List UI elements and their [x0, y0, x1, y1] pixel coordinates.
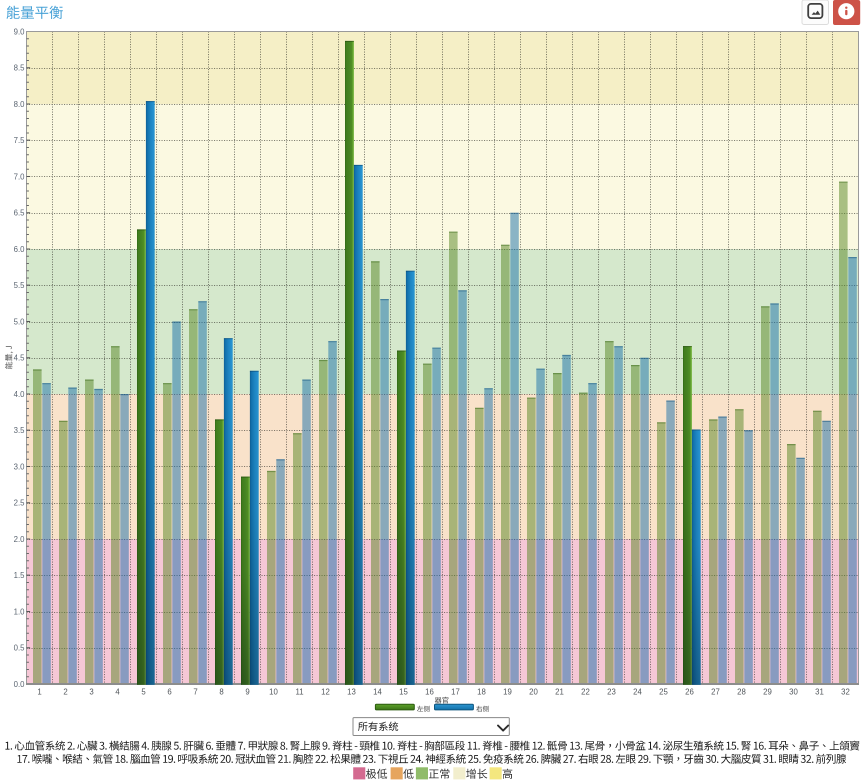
svg-text:5.5: 5.5	[14, 281, 26, 290]
svg-text:3.0: 3.0	[14, 462, 26, 471]
svg-text:14: 14	[373, 688, 382, 697]
svg-text:24: 24	[633, 688, 642, 697]
svg-text:6: 6	[167, 688, 171, 697]
svg-text:21: 21	[555, 688, 564, 697]
svg-text:18: 18	[477, 688, 486, 697]
svg-text:29: 29	[763, 688, 772, 697]
svg-text:31: 31	[815, 688, 824, 697]
svg-text:10: 10	[269, 688, 278, 697]
svg-text:6.0: 6.0	[14, 245, 26, 254]
svg-text:17: 17	[451, 688, 460, 697]
svg-text:4.0: 4.0	[14, 390, 26, 399]
svg-text:2.0: 2.0	[14, 535, 26, 544]
svg-text:3.5: 3.5	[14, 426, 26, 435]
svg-text:7.5: 7.5	[14, 136, 26, 145]
svg-text:8.5: 8.5	[14, 64, 26, 73]
svg-text:2.5: 2.5	[14, 499, 26, 508]
svg-text:22: 22	[581, 688, 590, 697]
svg-text:12: 12	[321, 688, 330, 697]
svg-text:3: 3	[89, 688, 93, 697]
svg-text:5: 5	[141, 688, 146, 697]
svg-text:19: 19	[503, 688, 512, 697]
svg-text:25: 25	[659, 688, 668, 697]
svg-text:11: 11	[295, 688, 303, 697]
svg-text:0.0: 0.0	[14, 680, 26, 689]
svg-text:8: 8	[219, 688, 223, 697]
svg-text:4: 4	[115, 688, 120, 697]
svg-text:8.0: 8.0	[14, 100, 26, 109]
svg-text:26: 26	[685, 688, 694, 697]
svg-text:20: 20	[529, 688, 538, 697]
svg-text:2: 2	[63, 688, 67, 697]
svg-text:28: 28	[737, 688, 746, 697]
svg-text:7.0: 7.0	[14, 172, 26, 181]
svg-text:9.0: 9.0	[14, 27, 26, 36]
svg-text:16: 16	[425, 688, 434, 697]
svg-text:1.5: 1.5	[14, 571, 26, 580]
svg-text:0.5: 0.5	[14, 644, 26, 653]
svg-text:6.5: 6.5	[14, 209, 26, 218]
svg-text:15: 15	[399, 688, 408, 697]
svg-text:32: 32	[841, 688, 850, 697]
svg-text:23: 23	[607, 688, 616, 697]
svg-text:30: 30	[789, 688, 798, 697]
svg-text:5.0: 5.0	[14, 317, 26, 326]
svg-text:27: 27	[711, 688, 720, 697]
svg-text:9: 9	[245, 688, 249, 697]
svg-text:7: 7	[193, 688, 197, 697]
svg-text:1: 1	[37, 688, 41, 697]
svg-text:1.0: 1.0	[14, 607, 26, 616]
svg-text:13: 13	[347, 688, 356, 697]
svg-text:4.5: 4.5	[14, 354, 26, 363]
